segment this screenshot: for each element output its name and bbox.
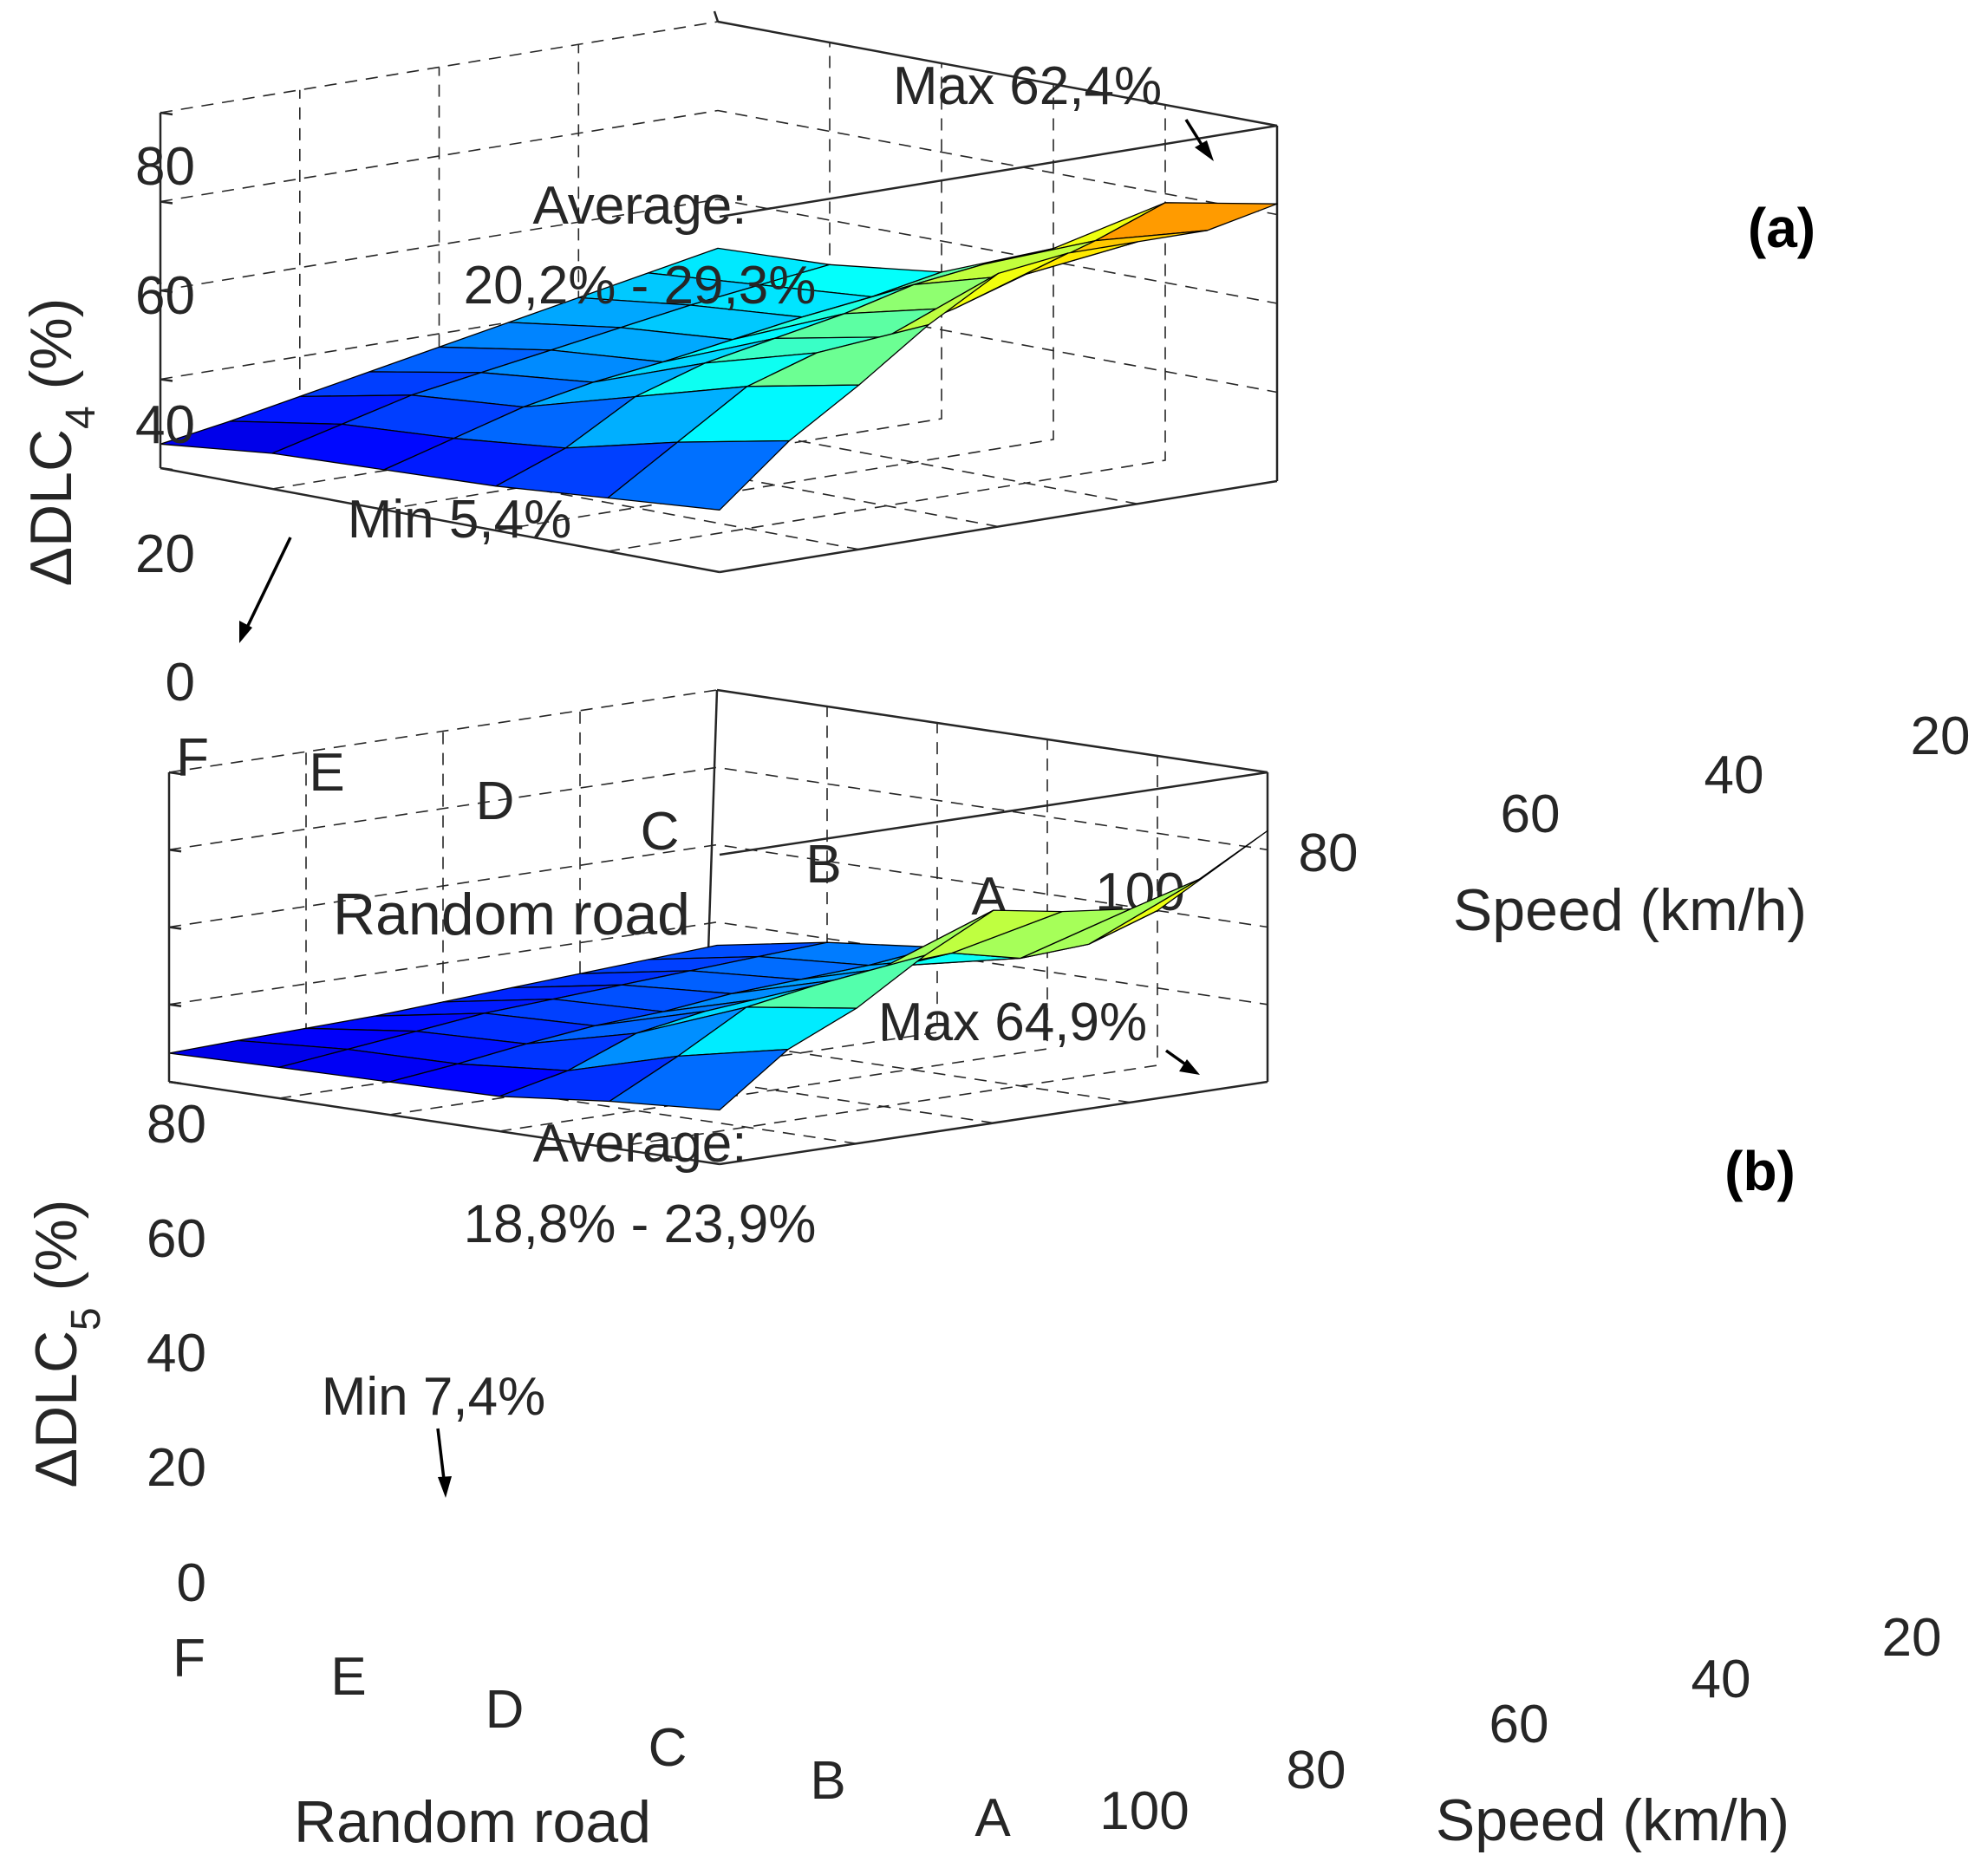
road-axis-label: Random road — [333, 882, 690, 947]
speed-tick-label: 80 — [1287, 1741, 1346, 1800]
min-annotation: Min 5,4% — [348, 490, 571, 550]
z-tick-mark — [168, 1003, 182, 1007]
road-tick-label: B — [805, 835, 841, 895]
road-axis-line — [168, 1080, 720, 1166]
max-arrowhead — [1195, 140, 1214, 161]
z-tick-label: 20 — [147, 1438, 206, 1498]
z-tick-mark — [168, 1080, 182, 1085]
min-annotation: Min 7,4% — [322, 1367, 545, 1427]
grid-line-road — [278, 706, 828, 1099]
speed-tick-label: 60 — [1489, 1695, 1549, 1754]
z-tick-label: 0 — [166, 653, 195, 713]
average-title: Average: — [532, 176, 746, 236]
speed-tick-label: 60 — [1501, 784, 1561, 844]
z-tick-label: 80 — [147, 1095, 206, 1155]
road-tick-label: C — [641, 802, 680, 862]
z-tick-mark — [160, 466, 173, 472]
z-tick-mark — [160, 111, 173, 116]
speed-tick-label: 40 — [1704, 745, 1764, 805]
surface-plot-b: 0 20 40 60 80 F E D C B A 100 80 60 40 2… — [23, 688, 1941, 1855]
front-axes-a — [159, 111, 1278, 574]
average-range: 20,2% - 29,3% — [464, 256, 817, 316]
surface-facet — [609, 1048, 789, 1111]
grid-line-z — [160, 199, 1278, 304]
grid-line-z — [168, 689, 1268, 773]
speed-tick-label: 100 — [1099, 1781, 1189, 1841]
surface-b — [168, 830, 1268, 1111]
average-range: 18,8% - 23,9% — [464, 1194, 817, 1254]
speed-tick-label: 20 — [1911, 706, 1971, 766]
z-tick-mark — [168, 849, 182, 853]
max-arrowhead — [1179, 1059, 1200, 1075]
z-axis-label: ΔDLC4 (%) — [18, 298, 104, 587]
panel-label: (a) — [1748, 197, 1815, 259]
road-tick-label: D — [486, 1680, 525, 1740]
road-tick-label: E — [330, 1647, 366, 1707]
grid-line-z — [168, 921, 1268, 1006]
box-edge — [713, 10, 720, 23]
road-tick-label: F — [176, 728, 209, 788]
grid-line-road — [388, 723, 938, 1116]
grid-line-road — [609, 756, 1158, 1149]
min-arrowhead — [239, 621, 252, 643]
z-tick-labels-a: 0 20 40 60 80 — [135, 137, 195, 713]
z-tick-mark — [160, 200, 173, 205]
z-tick-label: 20 — [135, 524, 195, 584]
box-edge — [707, 689, 719, 953]
z-tick-label: 80 — [135, 137, 195, 197]
z-tick-label: 40 — [147, 1324, 206, 1383]
front-axes-b — [167, 771, 1268, 1166]
z-tick-label: 0 — [177, 1553, 206, 1613]
road-axis-line — [160, 466, 720, 574]
surface-a — [160, 202, 1278, 511]
min-arrow — [243, 537, 292, 634]
z-tick-mark — [168, 771, 182, 776]
z-tick-labels-b: 0 20 40 60 80 — [147, 1095, 206, 1613]
grid-line-road — [499, 739, 1048, 1132]
road-tick-label: E — [309, 743, 344, 803]
road-tick-label: F — [173, 1629, 205, 1689]
speed-axis-line — [719, 479, 1278, 574]
surface-facet — [607, 439, 791, 511]
speed-axis-label: Speed (km/h) — [1453, 877, 1807, 943]
z-tick-mark — [160, 289, 173, 294]
grid-line-z — [160, 21, 1278, 127]
min-arrowhead — [438, 1476, 452, 1498]
road-tick-label: B — [810, 1751, 845, 1811]
grid-line-z — [160, 109, 1278, 216]
z-tick-mark — [168, 926, 182, 930]
grid-line-z — [168, 766, 1268, 851]
road-tick-label: A — [974, 1788, 1011, 1848]
z-tick-label: 60 — [135, 266, 195, 326]
speed-tick-label: 80 — [1299, 823, 1359, 883]
panel-label: (b) — [1724, 1140, 1796, 1202]
z-tick-label: 40 — [135, 395, 195, 455]
speed-tick-label: 20 — [1882, 1608, 1942, 1668]
back-grid-b — [168, 688, 1269, 1149]
speed-tick-label: 40 — [1691, 1650, 1751, 1709]
max-annotation: Max 62,4% — [893, 56, 1162, 116]
speed-tick-labels-b: 100 80 60 40 20 — [1099, 1608, 1941, 1841]
speed-axis-label: Speed (km/h) — [1436, 1787, 1789, 1853]
max-annotation: Max 64,9% — [878, 993, 1147, 1052]
z-tick-label: 60 — [147, 1209, 206, 1269]
speed-axis-line — [719, 1080, 1268, 1166]
road-tick-label: C — [649, 1718, 688, 1778]
z-axis-label: ΔDLC5 (%) — [23, 1200, 109, 1488]
grid-line-z — [168, 843, 1268, 928]
road-tick-labels-b: F E D C B A — [173, 1629, 1011, 1848]
road-axis-label: Random road — [294, 1789, 651, 1855]
z-tick-mark — [160, 378, 173, 382]
average-title: Average: — [532, 1114, 746, 1174]
road-tick-label: D — [476, 771, 515, 831]
